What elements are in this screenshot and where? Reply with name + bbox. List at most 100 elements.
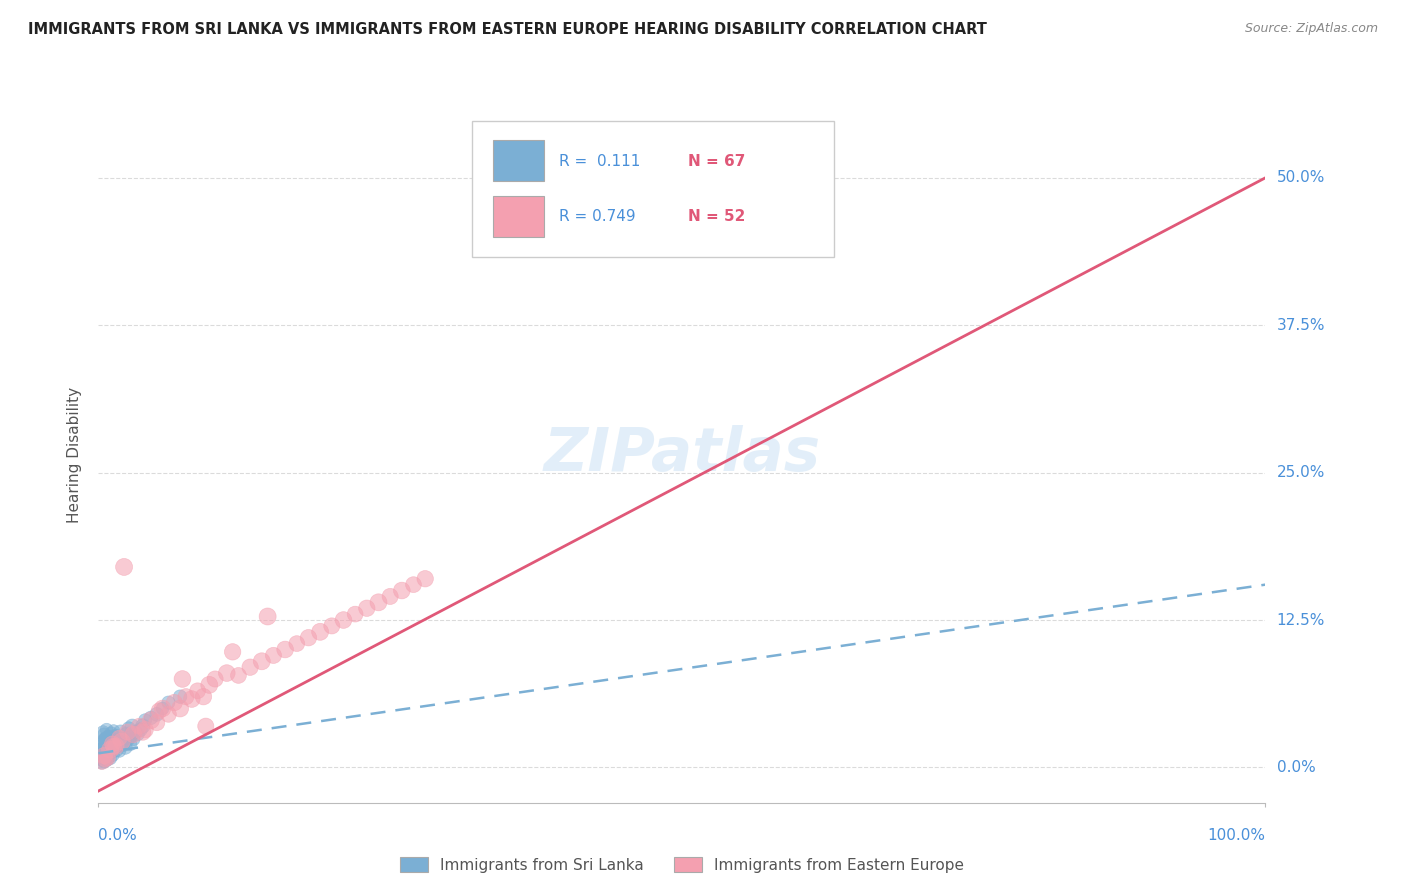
Point xyxy=(332,613,354,627)
Point xyxy=(91,725,114,739)
Point xyxy=(309,624,332,639)
Point xyxy=(104,737,127,751)
Point xyxy=(93,727,115,741)
Text: ZIPatlas: ZIPatlas xyxy=(543,425,821,484)
Point xyxy=(93,748,115,763)
Point xyxy=(356,601,378,615)
Point xyxy=(101,737,124,751)
Text: R =  0.111: R = 0.111 xyxy=(560,153,641,169)
Legend: Immigrants from Sri Lanka, Immigrants from Eastern Europe: Immigrants from Sri Lanka, Immigrants fr… xyxy=(394,850,970,879)
Point xyxy=(157,696,180,710)
Point xyxy=(134,723,156,737)
Point xyxy=(115,727,138,741)
Point xyxy=(132,719,155,733)
Point xyxy=(127,727,149,741)
Text: 12.5%: 12.5% xyxy=(1277,613,1324,627)
Point xyxy=(100,726,122,740)
Text: 0.0%: 0.0% xyxy=(1277,760,1315,775)
Point xyxy=(103,739,125,754)
Point xyxy=(94,747,117,762)
FancyBboxPatch shape xyxy=(494,196,544,237)
Point xyxy=(262,648,284,663)
Point xyxy=(172,672,194,686)
Point xyxy=(274,642,297,657)
Point xyxy=(104,729,127,743)
Point xyxy=(120,730,142,744)
Point xyxy=(91,734,114,748)
Point xyxy=(193,690,215,704)
Point xyxy=(215,666,238,681)
Point xyxy=(152,701,174,715)
Point xyxy=(128,719,150,733)
Point xyxy=(96,723,118,737)
Y-axis label: Hearing Disability: Hearing Disability xyxy=(67,387,83,523)
Point xyxy=(104,739,127,754)
Point xyxy=(221,645,243,659)
Point xyxy=(152,701,174,715)
Point xyxy=(98,745,121,759)
Point xyxy=(256,609,278,624)
Point xyxy=(97,737,120,751)
Point xyxy=(94,751,117,765)
Point xyxy=(90,743,112,757)
Point xyxy=(174,690,197,704)
Point xyxy=(228,668,250,682)
Point xyxy=(90,746,112,760)
Point xyxy=(91,743,114,757)
Point xyxy=(108,744,131,758)
Point xyxy=(97,749,120,764)
Point xyxy=(132,725,155,739)
Point xyxy=(91,752,114,766)
Point xyxy=(125,725,148,739)
Point xyxy=(100,739,122,754)
Point xyxy=(110,725,132,739)
Point xyxy=(90,755,112,769)
Point xyxy=(146,715,169,730)
Point xyxy=(811,229,834,244)
Point xyxy=(122,727,145,741)
Point xyxy=(194,719,217,733)
Point xyxy=(367,595,389,609)
Text: 0.0%: 0.0% xyxy=(98,828,138,843)
Point xyxy=(96,752,118,766)
Point xyxy=(94,731,117,745)
Point xyxy=(180,692,202,706)
Point xyxy=(114,740,136,755)
Point xyxy=(96,744,118,758)
Point xyxy=(285,637,308,651)
Point xyxy=(90,739,112,754)
Point xyxy=(96,736,118,750)
Point xyxy=(163,696,186,710)
Point xyxy=(101,732,124,747)
Point xyxy=(98,751,121,765)
Point xyxy=(94,738,117,752)
Point xyxy=(139,713,162,727)
Point xyxy=(129,723,152,737)
Point xyxy=(239,660,262,674)
Point xyxy=(108,731,131,745)
Point xyxy=(321,619,343,633)
Point xyxy=(117,725,139,739)
Point xyxy=(378,590,402,604)
FancyBboxPatch shape xyxy=(494,140,544,181)
Point xyxy=(344,607,367,621)
Point xyxy=(107,734,129,748)
Point xyxy=(97,730,120,744)
Point xyxy=(104,743,127,757)
Text: 50.0%: 50.0% xyxy=(1277,170,1324,186)
Point xyxy=(98,733,121,747)
Point xyxy=(103,723,125,738)
Point xyxy=(90,751,112,765)
Point xyxy=(111,738,134,752)
Point xyxy=(101,747,124,762)
Point xyxy=(402,577,425,591)
Text: R = 0.749: R = 0.749 xyxy=(560,210,636,225)
Point xyxy=(111,734,134,748)
Point xyxy=(122,732,145,747)
Text: Source: ZipAtlas.com: Source: ZipAtlas.com xyxy=(1244,22,1378,36)
Point xyxy=(148,704,170,718)
Point xyxy=(146,707,169,722)
Text: 100.0%: 100.0% xyxy=(1208,828,1265,843)
Text: 25.0%: 25.0% xyxy=(1277,465,1324,480)
Point xyxy=(204,672,226,686)
